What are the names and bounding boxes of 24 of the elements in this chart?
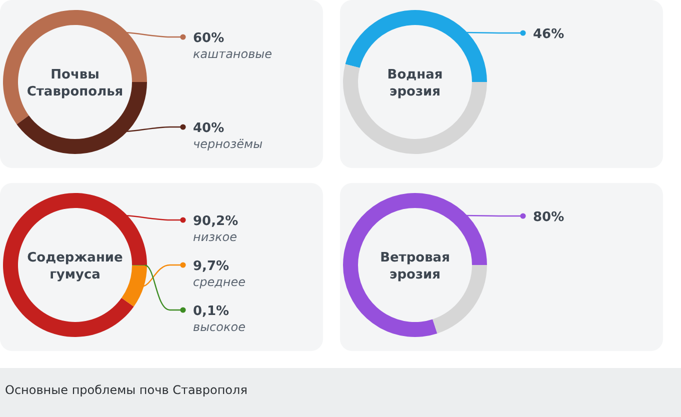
legend-label: чернозёмы xyxy=(193,137,263,151)
legend-label: высокое xyxy=(193,320,246,334)
legend-label: среднее xyxy=(193,275,246,289)
legend-label: каштановые xyxy=(193,47,272,61)
text: Основные проблемы почв Ставрополя xyxy=(5,383,248,397)
text: Почвы Ставрополья xyxy=(26,68,124,100)
donut-slice xyxy=(345,10,487,82)
data-label: 46% xyxy=(533,27,564,42)
data-label: 40% xyxy=(193,121,224,136)
donut-slice xyxy=(343,193,487,337)
text: Ветровая эрозия xyxy=(380,250,450,282)
donut-slice xyxy=(3,193,147,337)
data-label: 0,1% xyxy=(193,304,230,319)
donut-slice xyxy=(16,82,147,154)
legend-label: низкое xyxy=(193,230,237,244)
donut-slice xyxy=(343,64,487,154)
donut-slice xyxy=(122,265,147,307)
data-label: 80% xyxy=(533,210,564,225)
data-label: 90,2% xyxy=(193,214,238,229)
data-label: 60% xyxy=(193,31,224,46)
donut-slice xyxy=(3,10,147,124)
text: Водная эрозия xyxy=(387,68,443,100)
data-label: 9,7% xyxy=(193,259,230,274)
text: Содержание гумуса xyxy=(27,250,124,282)
